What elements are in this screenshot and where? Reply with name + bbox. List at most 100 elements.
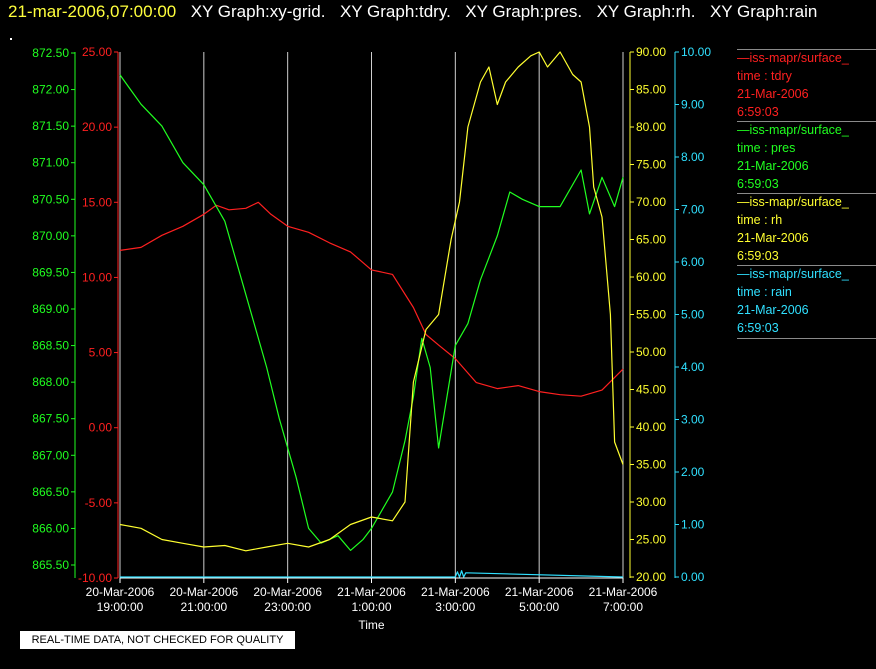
legend-variable: time : tdry [737, 69, 792, 83]
y-tick-label-rh: 55.00 [636, 308, 666, 322]
y-tick-label-pres: 866.00 [32, 521, 69, 535]
y-tick-label-rain: 9.00 [681, 98, 705, 112]
graph-title-rain[interactable]: XY Graph:rain [709, 2, 818, 21]
graph-title-pres[interactable]: XY Graph:pres. [465, 2, 583, 21]
x-tick-label-date: 21-Mar-2006 [421, 585, 490, 599]
x-tick-label-date: 20-Mar-2006 [169, 585, 238, 599]
x-tick-label-date: 20-Mar-2006 [86, 585, 155, 599]
legend-time: 6:59:03 [737, 105, 779, 119]
x-tick-label-date: 21-Mar-2006 [337, 585, 406, 599]
y-tick-label-rain: 5.00 [681, 308, 705, 322]
legend-variable: time : rain [737, 285, 792, 299]
legend-entry-pres[interactable]: —iss-mapr/surface_ time : pres 21-Mar-20… [737, 121, 876, 193]
y-tick-label-rh: 90.00 [636, 45, 666, 59]
legend-date: 21-Mar-2006 [737, 87, 809, 101]
x-tick-label-date: 20-Mar-2006 [253, 585, 322, 599]
x-tick-label-date: 21-Mar-2006 [505, 585, 574, 599]
y-tick-label-pres: 866.50 [32, 485, 69, 499]
x-tick-label-time: 5:00:00 [519, 600, 559, 614]
y-tick-label-rain: 8.00 [681, 150, 705, 164]
timestamp: 21-mar-2006,07:00:00 [8, 2, 177, 21]
y-tick-label-rh: 70.00 [636, 195, 666, 209]
legend-time: 6:59:03 [737, 177, 779, 191]
quality-note: REAL-TIME DATA, NOT CHECKED FOR QUALITY [20, 631, 295, 649]
x-tick-label-time: 7:00:00 [603, 600, 643, 614]
y-tick-label-tdry: 25.00 [82, 45, 112, 59]
x-tick-label-time: 23:00:00 [264, 600, 311, 614]
graph-title-xy-grid[interactable]: XY Graph:xy-grid. [190, 2, 326, 21]
legend-source: —iss-mapr/surface_ [737, 123, 849, 137]
y-tick-label-rain: 6.00 [681, 255, 705, 269]
y-tick-label-tdry: 15.00 [82, 195, 112, 209]
y-tick-label-rain: 3.00 [681, 413, 705, 427]
legend-separator [737, 193, 876, 194]
title-bar: 21-mar-2006,07:00:00 XY Graph:xy-grid. X… [0, 0, 876, 26]
series-line-pres [119, 74, 624, 552]
y-tick-label-rh: 35.00 [636, 458, 666, 472]
y-tick-label-tdry: 5.00 [89, 346, 113, 360]
graph-title-rh[interactable]: XY Graph:rh. [596, 2, 696, 21]
y-tick-label-rh: 85.00 [636, 83, 666, 97]
legend-date: 21-Mar-2006 [737, 159, 809, 173]
legend-separator [737, 49, 876, 50]
y-tick-label-pres: 872.00 [32, 83, 69, 97]
legend-time: 6:59:03 [737, 249, 779, 263]
legend-entry-rh[interactable]: —iss-mapr/surface_ time : rh 21-Mar-2006… [737, 193, 876, 265]
y-tick-label-rain: 0.00 [681, 570, 705, 584]
marker-dot [10, 38, 12, 40]
y-tick-label-rh: 60.00 [636, 270, 666, 284]
y-tick-label-pres: 872.50 [32, 46, 69, 60]
legend-date: 21-Mar-2006 [737, 303, 809, 317]
x-tick-label-time: 19:00:00 [97, 600, 144, 614]
x-axis-label: Time [358, 618, 385, 632]
y-tick-label-pres: 868.00 [32, 375, 69, 389]
y-tick-label-pres: 867.00 [32, 448, 69, 462]
legend-source: —iss-mapr/surface_ [737, 195, 849, 209]
x-tick-label-time: 1:00:00 [351, 600, 391, 614]
legend-time: 6:59:03 [737, 321, 779, 335]
y-tick-label-tdry: -5.00 [85, 496, 113, 510]
y-tick-label-pres: 871.50 [32, 119, 69, 133]
y-tick-label-rain: 7.00 [681, 203, 705, 217]
legend-variable: time : rh [737, 213, 783, 227]
series-line-rain [120, 570, 624, 578]
y-tick-label-tdry: -10.00 [78, 571, 112, 585]
legend-variable: time : pres [737, 141, 796, 155]
y-tick-label-rh: 80.00 [636, 120, 666, 134]
y-tick-label-pres: 865.50 [32, 558, 69, 572]
y-tick-label-pres: 867.50 [32, 412, 69, 426]
y-tick-label-pres: 868.50 [32, 339, 69, 353]
y-tick-label-rh: 50.00 [636, 345, 666, 359]
y-tick-label-pres: 870.50 [32, 192, 69, 206]
legend-entry-rain[interactable]: —iss-mapr/surface_ time : rain 21-Mar-20… [737, 265, 876, 339]
y-tick-label-rain: 1.00 [681, 518, 705, 532]
y-tick-label-rain: 4.00 [681, 360, 705, 374]
y-tick-label-tdry: 0.00 [89, 421, 113, 435]
x-tick-label-time: 3:00:00 [435, 600, 475, 614]
series-line-tdry [119, 201, 624, 397]
y-tick-label-rh: 75.00 [636, 158, 666, 172]
legend-source: —iss-mapr/surface_ [737, 267, 849, 281]
legend-separator [737, 338, 876, 339]
legend-source: —iss-mapr/surface_ [737, 51, 849, 65]
legend-date: 21-Mar-2006 [737, 231, 809, 245]
y-tick-label-tdry: 20.00 [82, 120, 112, 134]
x-tick-label-date: 21-Mar-2006 [589, 585, 658, 599]
y-tick-label-rh: 20.00 [636, 570, 666, 584]
y-tick-label-rh: 40.00 [636, 420, 666, 434]
y-tick-label-rh: 45.00 [636, 383, 666, 397]
x-tick-label-time: 21:00:00 [180, 600, 227, 614]
y-tick-label-pres: 869.00 [32, 302, 69, 316]
y-tick-label-rain: 2.00 [681, 465, 705, 479]
y-tick-label-pres: 870.00 [32, 229, 69, 243]
y-tick-label-pres: 869.50 [32, 265, 69, 279]
graph-title-tdry[interactable]: XY Graph:tdry. [339, 2, 451, 21]
y-tick-label-pres: 871.00 [32, 156, 69, 170]
legend-entry-tdry[interactable]: —iss-mapr/surface_ time : tdry 21-Mar-20… [737, 49, 876, 121]
y-tick-label-rh: 30.00 [636, 495, 666, 509]
y-tick-label-tdry: 10.00 [82, 270, 112, 284]
legend-separator [737, 265, 876, 266]
y-tick-label-rh: 25.00 [636, 533, 666, 547]
y-tick-label-rain: 10.00 [681, 45, 711, 59]
